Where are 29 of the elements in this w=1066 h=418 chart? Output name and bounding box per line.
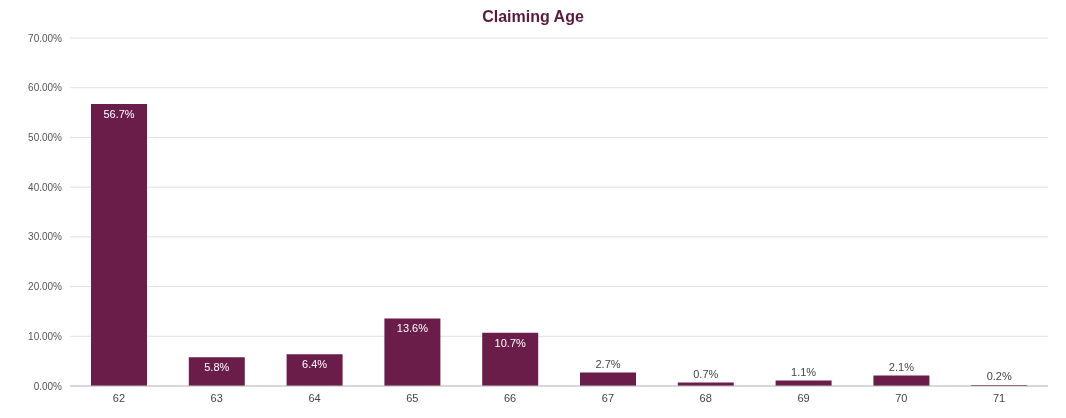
data-label: 1.1% [791, 365, 817, 378]
data-label: 0.7% [693, 367, 719, 380]
chart-title: Claiming Age [481, 8, 585, 27]
data-label: 2.1% [888, 360, 915, 373]
data-label: 5.8% [204, 361, 230, 374]
x-tick-label: 68 [699, 391, 712, 404]
y-tick-label: 40.00% [28, 181, 63, 193]
data-label: 2.7% [595, 357, 621, 370]
data-label: 13.6% [396, 322, 429, 335]
x-tick-label: 69 [797, 391, 810, 404]
data-label: 6.4% [302, 358, 328, 371]
data-label: 10.7% [494, 336, 527, 349]
y-tick-label: 0.00% [33, 380, 63, 392]
y-tick-label: 10.00% [28, 330, 63, 342]
x-tick-label: 67 [601, 391, 615, 404]
x-tick-label: 64 [308, 391, 321, 404]
y-tick-label: 30.00% [28, 231, 63, 243]
x-tick-label: 71 [992, 391, 1006, 404]
x-tick-label: 66 [503, 391, 517, 404]
x-tick-label: 62 [112, 391, 126, 404]
x-tick-label: 70 [895, 391, 908, 404]
data-label: 56.7% [103, 108, 135, 121]
data-label: 0.2% [986, 370, 1012, 383]
y-tick-label: 20.00% [28, 281, 63, 293]
x-tick-label: 65 [406, 391, 419, 404]
y-tick-label: 70.00% [28, 32, 63, 44]
y-tick-label: 50.00% [28, 131, 63, 143]
x-tick-label: 63 [210, 391, 223, 404]
y-tick-label: 60.00% [28, 82, 63, 94]
